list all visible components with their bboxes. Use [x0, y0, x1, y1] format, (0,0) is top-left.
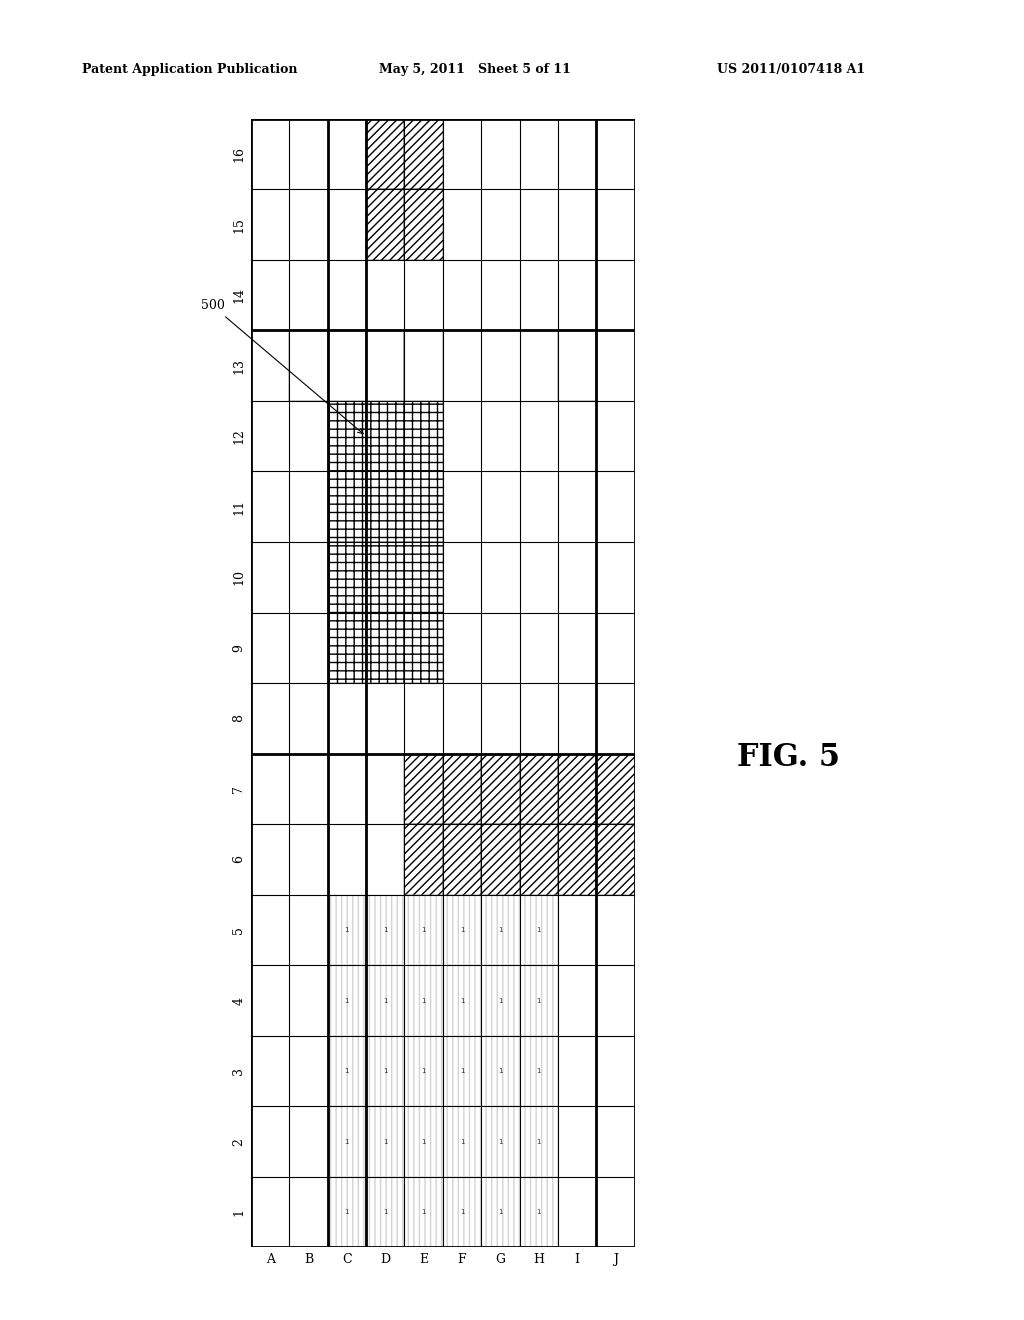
Bar	[367, 401, 404, 471]
Bar	[404, 189, 442, 260]
Text: 1: 1	[460, 1139, 464, 1144]
Text: 1: 1	[537, 998, 541, 1003]
Bar	[520, 824, 558, 895]
Bar	[367, 895, 404, 965]
Bar	[404, 401, 442, 471]
Bar	[442, 1036, 481, 1106]
Bar	[367, 1177, 404, 1247]
Bar	[481, 1106, 520, 1177]
Bar	[520, 895, 558, 965]
Bar	[481, 1177, 520, 1247]
Bar	[328, 1177, 367, 1247]
Text: May 5, 2011   Sheet 5 of 11: May 5, 2011 Sheet 5 of 11	[379, 62, 570, 75]
Text: 1: 1	[345, 1209, 349, 1216]
Bar	[328, 965, 367, 1036]
Bar	[367, 612, 404, 684]
Bar	[481, 1036, 520, 1106]
Bar	[481, 895, 520, 965]
Text: 1: 1	[499, 998, 503, 1003]
Bar	[328, 401, 367, 471]
Bar	[367, 1036, 404, 1106]
Bar	[442, 1177, 481, 1247]
Bar	[328, 543, 367, 612]
Bar	[367, 330, 404, 401]
Bar	[404, 965, 442, 1036]
Text: 1: 1	[422, 1068, 426, 1074]
Bar	[481, 965, 520, 1036]
Bar	[596, 754, 635, 824]
Text: 1: 1	[383, 1139, 387, 1144]
Text: 1: 1	[537, 927, 541, 933]
Text: 1: 1	[383, 1068, 387, 1074]
Text: 1: 1	[383, 998, 387, 1003]
Text: 1: 1	[460, 998, 464, 1003]
Bar	[328, 895, 367, 965]
Text: 1: 1	[422, 998, 426, 1003]
Bar	[520, 965, 558, 1036]
Bar	[367, 471, 404, 543]
Bar	[404, 1036, 442, 1106]
Text: 1: 1	[499, 1139, 503, 1144]
Bar	[404, 543, 442, 612]
Text: 1: 1	[383, 1209, 387, 1216]
Text: 1: 1	[345, 927, 349, 933]
Text: 1: 1	[422, 927, 426, 933]
Text: 1: 1	[499, 927, 503, 933]
Text: 500: 500	[201, 300, 364, 433]
Text: 1: 1	[499, 1209, 503, 1216]
Bar	[520, 1177, 558, 1247]
Bar	[328, 612, 367, 684]
Bar	[404, 119, 442, 189]
Bar	[367, 1106, 404, 1177]
Bar	[404, 824, 442, 895]
Text: 1: 1	[537, 1209, 541, 1216]
Bar	[404, 612, 442, 684]
Text: 1: 1	[345, 1139, 349, 1144]
Bar	[328, 1036, 367, 1106]
Text: US 2011/0107418 A1: US 2011/0107418 A1	[717, 62, 865, 75]
Bar	[328, 330, 367, 401]
Bar	[596, 824, 635, 895]
Bar	[442, 824, 481, 895]
Text: FIG. 5: FIG. 5	[737, 742, 841, 772]
Bar	[558, 330, 596, 401]
Text: 1: 1	[422, 1209, 426, 1216]
Bar	[289, 330, 328, 401]
Bar	[404, 1177, 442, 1247]
Text: 1: 1	[422, 1139, 426, 1144]
Bar	[404, 471, 442, 543]
Bar	[404, 895, 442, 965]
Bar	[520, 754, 558, 824]
Bar	[481, 754, 520, 824]
Bar	[404, 330, 442, 401]
Text: 1: 1	[345, 1068, 349, 1074]
Bar	[367, 965, 404, 1036]
Bar	[367, 119, 404, 189]
Text: 1: 1	[383, 927, 387, 933]
Text: 1: 1	[537, 1068, 541, 1074]
Text: 1: 1	[460, 1209, 464, 1216]
Bar	[442, 895, 481, 965]
Bar	[328, 471, 367, 543]
Bar	[328, 1106, 367, 1177]
Bar	[558, 754, 596, 824]
Bar	[404, 1106, 442, 1177]
Text: Patent Application Publication: Patent Application Publication	[82, 62, 297, 75]
Bar	[404, 754, 442, 824]
Bar	[367, 543, 404, 612]
Text: 1: 1	[499, 1068, 503, 1074]
Text: 1: 1	[537, 1139, 541, 1144]
Text: 1: 1	[345, 998, 349, 1003]
Bar	[520, 1036, 558, 1106]
Bar	[558, 824, 596, 895]
Text: 1: 1	[460, 1068, 464, 1074]
Bar	[520, 1106, 558, 1177]
Text: 1: 1	[460, 927, 464, 933]
Bar	[442, 1106, 481, 1177]
Bar	[442, 754, 481, 824]
Bar	[367, 189, 404, 260]
Bar	[481, 824, 520, 895]
Bar	[442, 965, 481, 1036]
